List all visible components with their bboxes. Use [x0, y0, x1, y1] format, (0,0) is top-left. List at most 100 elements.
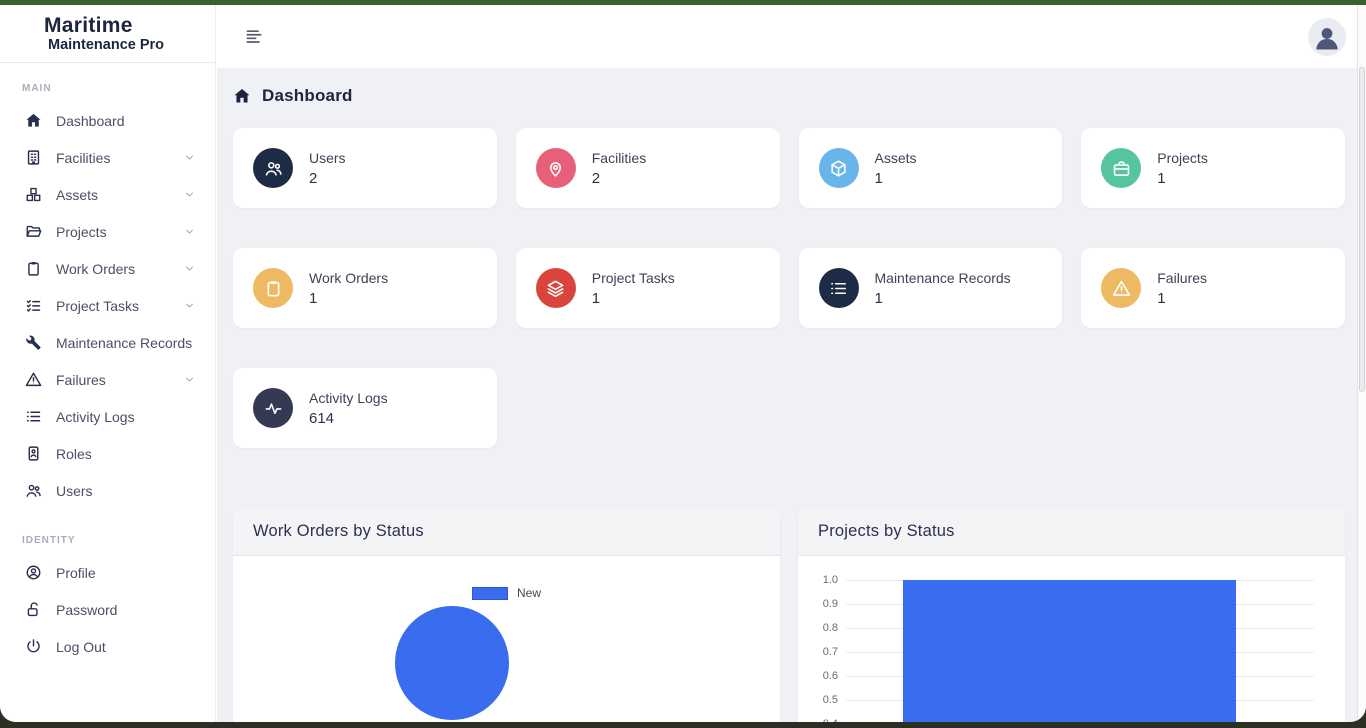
- doughnut-segment-new: [394, 606, 509, 720]
- stat-text: Facilities 2: [592, 150, 646, 187]
- vertical-scrollbar[interactable]: [1357, 5, 1366, 722]
- stat-label: Projects: [1157, 149, 1208, 166]
- stat-card-failures[interactable]: Failures 1: [1081, 248, 1345, 328]
- clipboard-icon: [25, 260, 42, 277]
- chart-title: Work Orders by Status: [253, 522, 424, 540]
- work-orders-chart-card: Work Orders by Status New: [233, 508, 780, 722]
- stat-card-facilities[interactable]: Facilities 2: [515, 128, 780, 208]
- bar-chart: 1.0 0.9 0.8 0.7 0.6 0.5 0.4: [798, 556, 1345, 722]
- chart-title: Projects by Status: [818, 522, 955, 540]
- chevron-down-icon: [184, 226, 195, 237]
- sidebar-item-profile[interactable]: Profile: [0, 554, 215, 591]
- stat-text: Work Orders 1: [309, 270, 388, 307]
- sidebar-section-label: MAIN: [22, 83, 52, 94]
- stat-text: Activity Logs 614: [309, 390, 388, 427]
- warning-icon: [1101, 268, 1142, 308]
- sidebar-item-label: Failures: [56, 371, 106, 388]
- stat-card-assets[interactable]: Assets 1: [798, 128, 1063, 208]
- chevron-down-icon: [184, 189, 195, 200]
- home-icon: [25, 112, 42, 129]
- stat-text: Project Tasks 1: [592, 270, 675, 307]
- sidebar-item-project-tasks[interactable]: Project Tasks: [0, 287, 215, 324]
- sidebar-item-label: Projects: [56, 223, 107, 240]
- power-icon: [25, 638, 42, 655]
- stat-text: Maintenance Records 1: [875, 270, 1011, 307]
- sidebar-item-roles[interactable]: Roles: [0, 435, 215, 472]
- stat-card-projects[interactable]: Projects 1: [1081, 128, 1345, 208]
- sidebar-item-label: Dashboard: [56, 112, 125, 129]
- stat-value: 1: [874, 169, 883, 187]
- legend-label: New: [516, 586, 541, 600]
- wrench-icon: [25, 334, 42, 351]
- sidebar-item-label: Password: [56, 601, 118, 618]
- stat-label: Maintenance Records: [874, 269, 1011, 286]
- sidebar-item-users[interactable]: Users: [0, 472, 215, 509]
- sidebar-item-work-orders[interactable]: Work Orders: [0, 250, 215, 287]
- chart-legend-item[interactable]: New: [233, 586, 780, 600]
- bars-staggered-icon: [246, 30, 262, 43]
- brand-logo[interactable]: Maritime Maintenance Pro: [0, 5, 215, 63]
- sidebar-item-facilities[interactable]: Facilities: [0, 139, 215, 176]
- stat-label: Assets: [874, 149, 917, 166]
- y-axis-tick-label: 1.0: [822, 574, 838, 586]
- stat-value: 1: [874, 289, 883, 307]
- users-icon: [25, 482, 42, 499]
- folder-open-icon: [25, 223, 42, 240]
- y-axis-tick-label: 0.4: [798, 718, 838, 722]
- stat-card-users[interactable]: Users 2: [233, 128, 497, 208]
- chevron-down-icon: [184, 300, 195, 311]
- chevron-down-icon: [184, 152, 195, 163]
- stat-value: 1: [1157, 169, 1166, 187]
- sidebar-section-identity: IDENTITY Profile Password Log Out: [0, 535, 215, 665]
- sidebar-item-label: Log Out: [56, 638, 106, 655]
- sidebar-item-label: Roles: [56, 445, 92, 462]
- sidebar-item-assets[interactable]: Assets: [0, 176, 215, 213]
- clipboard-icon: [253, 268, 293, 308]
- sidebar-item-password[interactable]: Password: [0, 591, 215, 628]
- sidebar-nav: MAIN Dashboard Facilities Assets Projects Wor…: [0, 83, 215, 665]
- sidebar-item-label: Facilities: [56, 149, 111, 166]
- y-axis-tick-label: 0.8: [822, 622, 838, 634]
- sidebar-item-label: Activity Logs: [56, 408, 135, 425]
- y-axis-tick-label: 0.6: [822, 670, 838, 682]
- stat-value: 1: [1157, 289, 1166, 307]
- main-content: Dashboard Users 2 Facilities 2 Assets 1 Projec…: [217, 68, 1366, 722]
- brand-subname: Maintenance Pro: [48, 37, 165, 53]
- menu-toggle-button[interactable]: [244, 27, 264, 45]
- stat-value: 1: [591, 289, 601, 307]
- stat-text: Users 2: [309, 150, 346, 187]
- y-axis-tick-label: 0.9: [822, 598, 838, 610]
- sidebar-item-log-out[interactable]: Log Out: [0, 628, 215, 665]
- sidebar-item-label: Project Tasks: [56, 297, 139, 314]
- sidebar-item-failures[interactable]: Failures: [0, 361, 215, 398]
- stat-text: Projects 1: [1157, 150, 1208, 187]
- sidebar: Maritime Maintenance Pro MAIN Dashboard Fa…: [0, 5, 216, 722]
- sidebar-item-label: Users: [56, 482, 93, 499]
- chevron-down-icon: [184, 263, 195, 274]
- stat-card-work-orders[interactable]: Work Orders 1: [233, 248, 497, 328]
- charts-row: Work Orders by Status New Projects by St…: [233, 508, 1345, 722]
- sidebar-item-dashboard[interactable]: Dashboard: [0, 102, 215, 139]
- lock-open-icon: [25, 601, 42, 618]
- stat-label: Project Tasks: [591, 269, 675, 286]
- stat-label: Activity Logs: [309, 389, 388, 406]
- sidebar-section-label: IDENTITY: [22, 535, 76, 546]
- stat-card-maintenance-records[interactable]: Maintenance Records 1: [798, 248, 1063, 328]
- layers-icon: [535, 268, 576, 308]
- sidebar-item-label: Work Orders: [56, 260, 136, 277]
- sidebar-item-activity-logs[interactable]: Activity Logs: [0, 398, 215, 435]
- user-avatar-icon: [1316, 28, 1338, 50]
- cubes-icon: [25, 186, 42, 203]
- stat-value: 2: [309, 169, 318, 187]
- topbar: [217, 5, 1366, 68]
- sidebar-item-maintenance-records[interactable]: Maintenance Records: [0, 324, 215, 361]
- stat-label: Users: [309, 149, 346, 166]
- scrollbar-thumb[interactable]: [1359, 67, 1365, 392]
- user-avatar[interactable]: [1308, 18, 1346, 56]
- stat-card-activity-logs[interactable]: Activity Logs 614: [233, 368, 497, 448]
- sidebar-item-projects[interactable]: Projects: [0, 213, 215, 250]
- stat-label: Work Orders: [309, 269, 389, 286]
- sidebar-item-label: Profile: [56, 564, 96, 581]
- stat-card-project-tasks[interactable]: Project Tasks 1: [515, 248, 780, 328]
- cube-icon: [818, 148, 859, 188]
